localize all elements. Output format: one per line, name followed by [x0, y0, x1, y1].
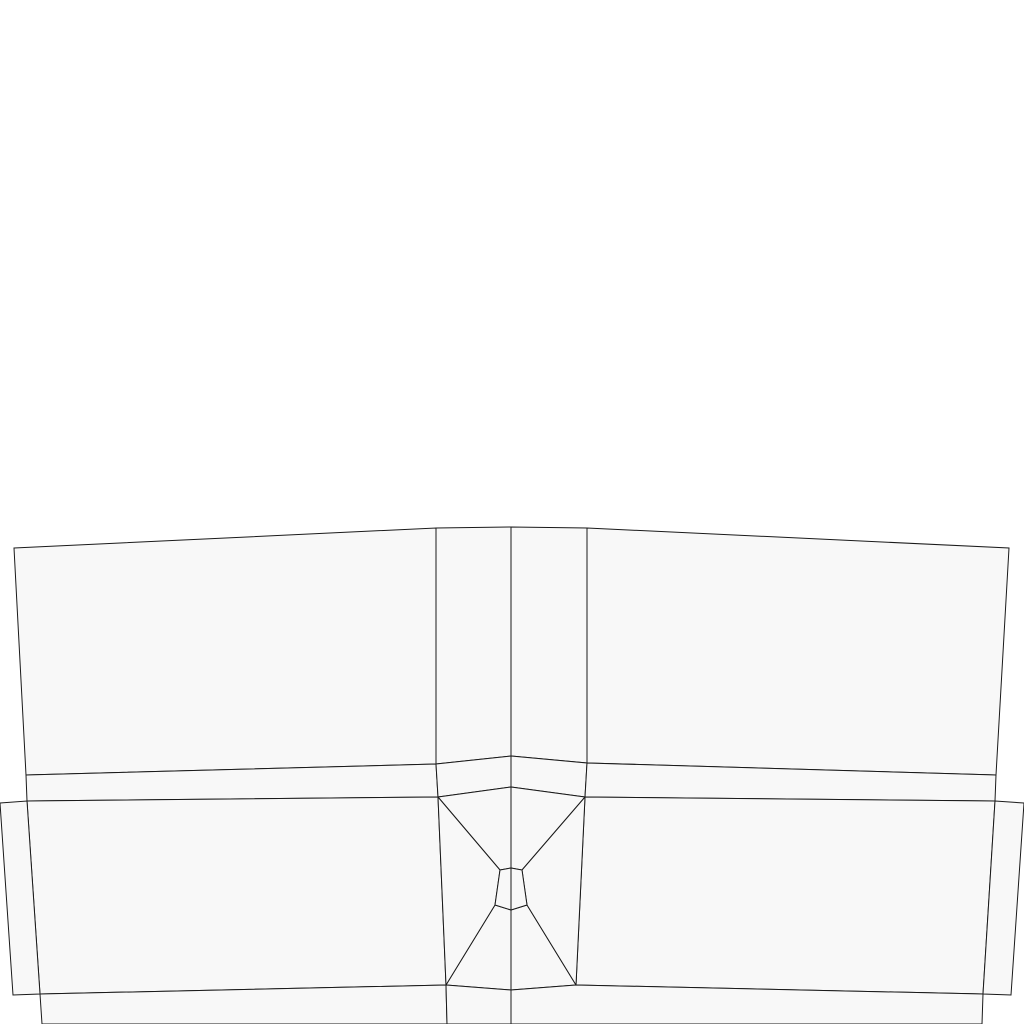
mesh-face-top-center-right-panel — [510, 526, 588, 764]
mesh-face-bottom-right-strip — [510, 984, 984, 1024]
mesh-face-bottom-left-strip — [39, 984, 448, 1024]
mesh-face-top-right-panel — [586, 527, 1010, 776]
mesh-faces — [0, 526, 1024, 1024]
mesh-face-top-center-left-panel — [435, 526, 512, 765]
mesh-face-bottom-center-strip — [445, 984, 512, 1024]
mesh-face-lower-left-panel — [26, 796, 447, 995]
mesh-face-top-left-panel — [13, 527, 437, 776]
mesh-face-right-flap — [982, 800, 1024, 996]
mesh-face-lower-right-panel — [575, 796, 996, 995]
